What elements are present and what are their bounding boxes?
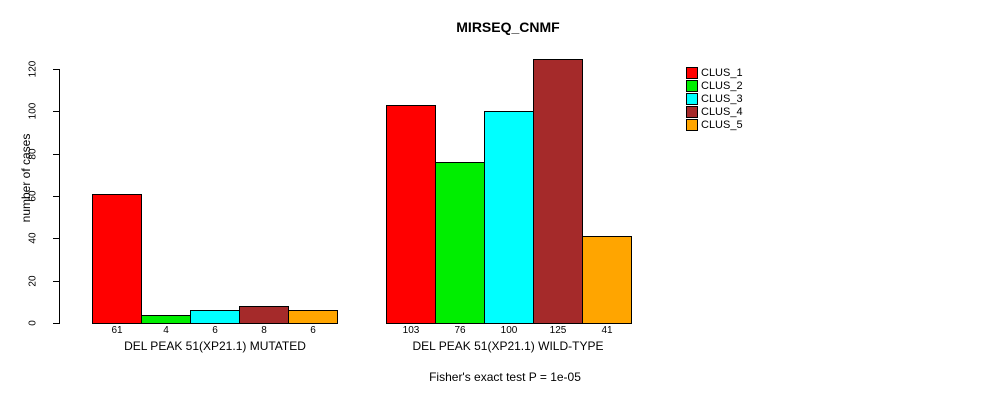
y-axis-tick-100 — [53, 111, 60, 112]
bar-value-label: 41 — [601, 325, 613, 336]
legend-label-clus_1: CLUS_1 — [701, 67, 743, 79]
bar-clus_1-group0 — [92, 194, 142, 324]
bar-clus_4-group1 — [533, 59, 583, 324]
y-axis-tick-label-100: 100 — [27, 102, 39, 120]
legend-swatch-clus_5 — [686, 119, 698, 131]
y-axis-tick-60 — [53, 196, 60, 197]
y-axis-tick-label-0: 0 — [27, 320, 39, 326]
y-axis-tick-0 — [53, 323, 60, 324]
bar-clus_5-group0 — [288, 310, 338, 324]
legend-label-clus_5: CLUS_5 — [701, 119, 743, 131]
bar-value-label: 76 — [454, 325, 466, 336]
y-axis-tick-label-20: 20 — [27, 275, 39, 287]
y-axis-tick-label-80: 80 — [27, 148, 39, 160]
y-axis-tick-label-60: 60 — [27, 190, 39, 202]
y-axis-tick-120 — [53, 69, 60, 70]
legend-swatch-clus_2 — [686, 80, 698, 92]
y-axis-tick-label-120: 120 — [27, 60, 39, 78]
bar-value-label: 6 — [212, 325, 218, 336]
bar-clus_5-group1 — [582, 236, 632, 324]
x-axis-group-label-mutated: DEL PEAK 51(XP21.1) MUTATED — [124, 339, 306, 353]
bar-value-label: 61 — [111, 325, 123, 336]
legend-label-clus_4: CLUS_4 — [701, 106, 743, 118]
fisher-test-annotation: Fisher's exact test P = 1e-05 — [429, 370, 581, 384]
bar-clus_1-group1 — [386, 105, 436, 324]
bar-clus_4-group0 — [239, 306, 289, 324]
bar-value-label: 6 — [310, 325, 316, 336]
bar-value-label: 8 — [261, 325, 267, 336]
legend-swatch-clus_4 — [686, 106, 698, 118]
bar-value-label: 125 — [549, 325, 567, 336]
legend-swatch-clus_1 — [686, 67, 698, 79]
legend-label-clus_3: CLUS_3 — [701, 93, 743, 105]
bar-value-label: 4 — [163, 325, 169, 336]
x-axis-group-label-wildtype: DEL PEAK 51(XP21.1) WILD-TYPE — [412, 339, 604, 353]
legend-swatch-clus_3 — [686, 93, 698, 105]
chart-title: MIRSEQ_CNMF — [456, 19, 560, 35]
y-axis-tick-20 — [53, 281, 60, 282]
bar-value-label: 100 — [500, 325, 518, 336]
y-axis-label: number of cases — [19, 133, 33, 223]
bar-clus_2-group0 — [141, 315, 191, 324]
bar-value-label: 103 — [402, 325, 420, 336]
y-axis-tick-label-40: 40 — [27, 232, 39, 244]
y-axis-tick-40 — [53, 238, 60, 239]
y-axis-tick-80 — [53, 154, 60, 155]
legend-label-clus_2: CLUS_2 — [701, 80, 743, 92]
bar-clus_2-group1 — [435, 162, 485, 324]
bar-clus_3-group0 — [190, 310, 240, 324]
bar-clus_3-group1 — [484, 111, 534, 324]
